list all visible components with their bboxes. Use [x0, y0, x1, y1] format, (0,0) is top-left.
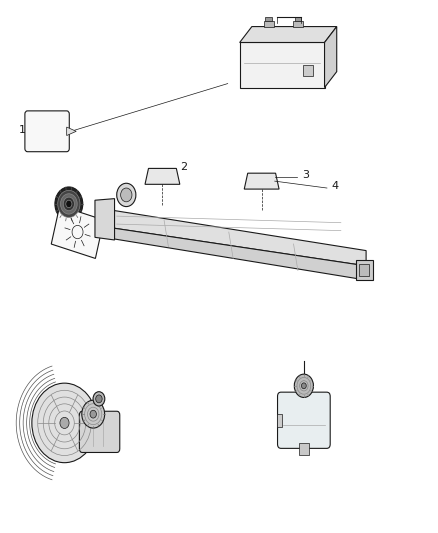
Circle shape: [294, 374, 314, 398]
Polygon shape: [244, 173, 279, 189]
Circle shape: [82, 400, 105, 428]
Polygon shape: [325, 27, 337, 87]
Polygon shape: [145, 168, 180, 184]
Polygon shape: [51, 206, 104, 259]
Bar: [240, 43, 325, 87]
Bar: [294, 17, 301, 21]
Circle shape: [60, 417, 69, 429]
Circle shape: [32, 383, 97, 463]
Text: 1: 1: [19, 125, 26, 135]
Text: 3: 3: [302, 171, 309, 180]
Circle shape: [301, 383, 306, 389]
Circle shape: [58, 190, 80, 217]
Bar: [293, 21, 303, 27]
Polygon shape: [95, 199, 115, 240]
Circle shape: [55, 187, 83, 221]
FancyBboxPatch shape: [278, 392, 330, 448]
Bar: [359, 264, 369, 276]
Polygon shape: [240, 27, 337, 43]
Circle shape: [60, 194, 77, 214]
Circle shape: [72, 225, 83, 239]
FancyBboxPatch shape: [25, 111, 69, 152]
Text: 4: 4: [331, 181, 339, 191]
Circle shape: [66, 200, 72, 208]
Text: 2: 2: [180, 162, 187, 172]
Bar: [356, 260, 373, 280]
Circle shape: [93, 392, 105, 406]
Bar: [301, 386, 307, 397]
Circle shape: [63, 197, 74, 211]
Polygon shape: [99, 208, 366, 266]
Polygon shape: [67, 127, 76, 135]
Circle shape: [120, 188, 132, 202]
Bar: [277, 414, 282, 426]
Polygon shape: [97, 226, 366, 279]
Bar: [304, 64, 313, 76]
Circle shape: [95, 395, 102, 403]
Circle shape: [117, 183, 136, 207]
Bar: [264, 21, 274, 27]
Circle shape: [90, 410, 96, 418]
Bar: [299, 443, 309, 455]
Bar: [265, 17, 272, 21]
FancyBboxPatch shape: [79, 411, 120, 453]
